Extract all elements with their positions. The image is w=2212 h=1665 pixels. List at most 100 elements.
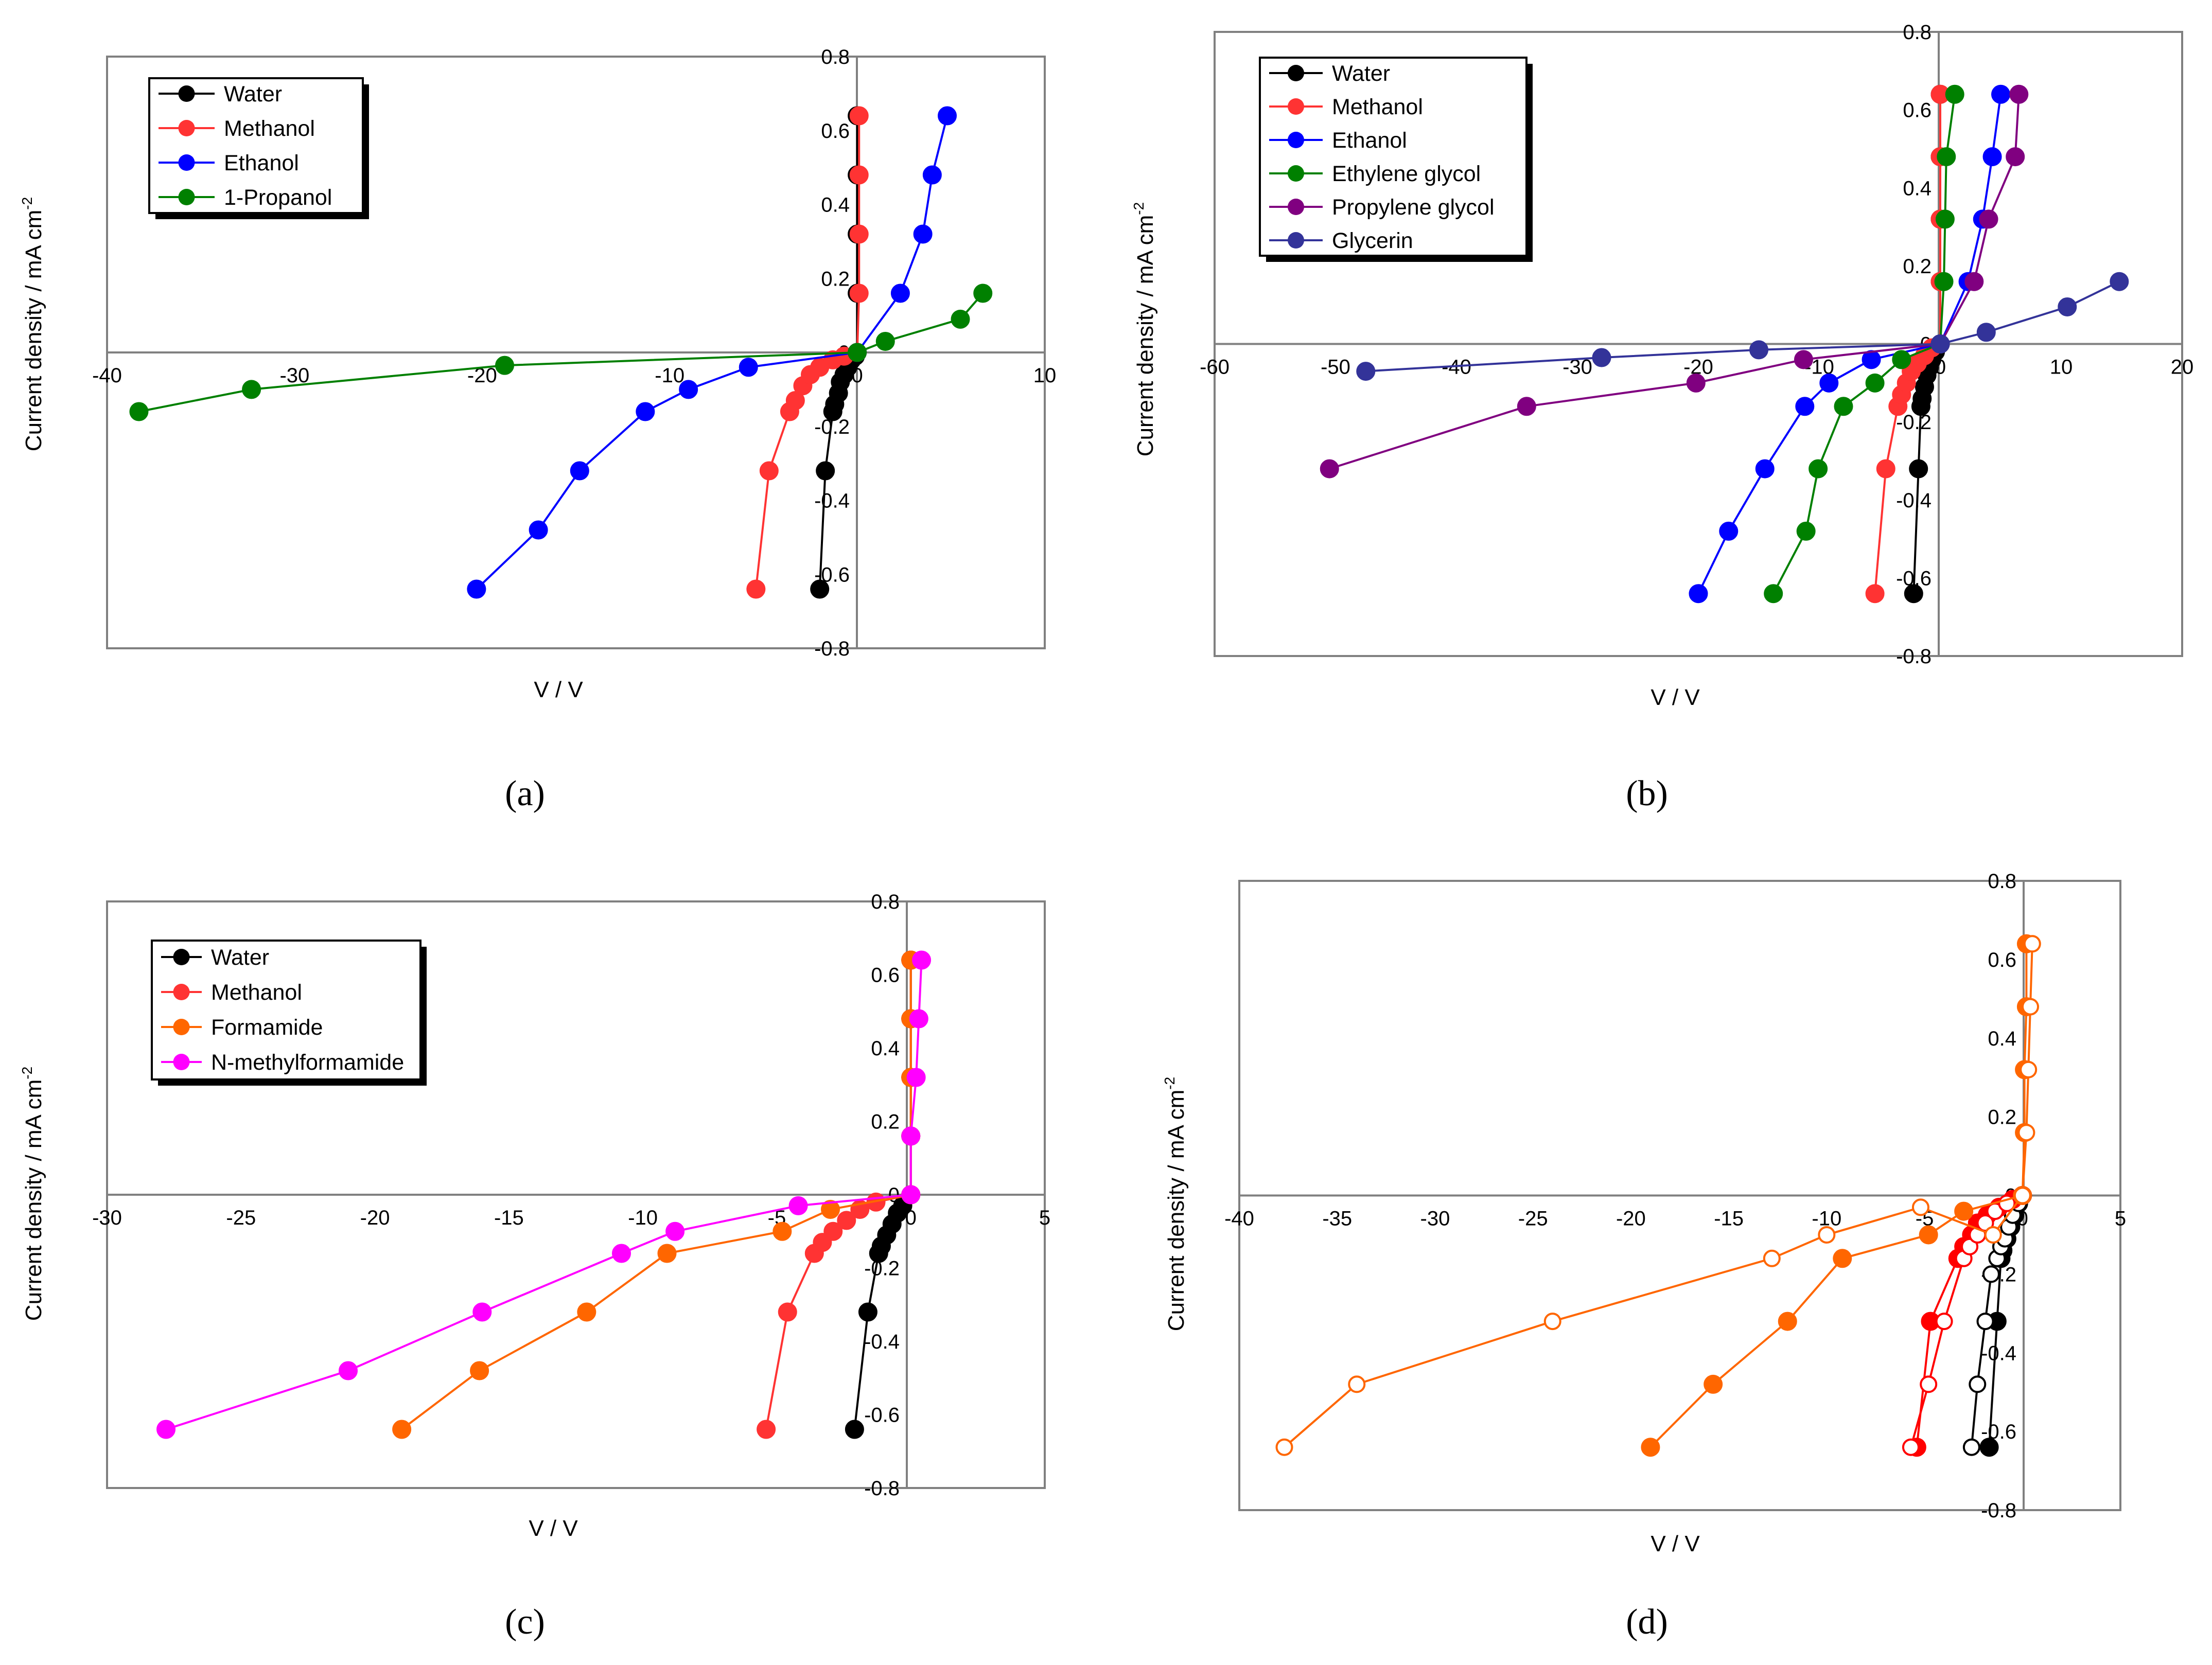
data-point (2021, 998, 2039, 1016)
x-tick-label: 10 (1033, 364, 1057, 387)
x-tick-label: -40 (92, 364, 122, 387)
y-tick-label: -0.8 (814, 637, 850, 660)
data-point (1592, 348, 1611, 367)
x-axis-label: V / V (529, 1516, 578, 1541)
data-point (1818, 1226, 1836, 1244)
legend-box (1259, 57, 1528, 257)
data-point (1796, 521, 1816, 541)
legend-swatch-marker (173, 949, 190, 965)
data-point (1892, 350, 1911, 369)
y-tick-label: 0.4 (1903, 177, 1932, 200)
legend-swatch-marker (178, 189, 195, 205)
data-point (529, 520, 548, 540)
legend-swatch-marker (1288, 232, 1304, 249)
data-point (875, 331, 895, 351)
data-point (1755, 459, 1775, 479)
data-point (951, 309, 970, 329)
data-point (922, 165, 942, 185)
data-point (1517, 397, 1536, 416)
y-tick-label: 0.8 (1988, 870, 2016, 893)
y-tick-label: -0.4 (814, 490, 850, 512)
y-tick-label: 0.6 (871, 964, 900, 987)
y-tick-label: -0.8 (864, 1477, 900, 1500)
data-point (906, 1068, 926, 1087)
data-point (1982, 1265, 2000, 1283)
data-point (1962, 1438, 1980, 1456)
x-tick-label: -10 (628, 1207, 658, 1229)
x-tick-label: -20 (360, 1207, 390, 1229)
data-point (912, 950, 932, 970)
legend: Water Methanol Ethanol 1-Propanol (148, 77, 369, 219)
x-tick-label: -30 (92, 1207, 122, 1229)
x-tick-label: -60 (1200, 356, 1230, 379)
data-point (1935, 1313, 1953, 1331)
data-point (472, 1302, 492, 1322)
x-axis-label: V / V (1651, 1531, 1700, 1556)
data-point (901, 1185, 921, 1205)
legend-label: Ethanol (1332, 128, 1407, 153)
legend-label: N-methylformamide (211, 1050, 404, 1075)
data-point (156, 1420, 176, 1439)
y-tick-label: -0.8 (1981, 1499, 2016, 1522)
legend-label: Water (224, 82, 282, 107)
data-point (2110, 272, 2129, 291)
x-tick-label: 20 (2171, 356, 2194, 379)
data-point (1689, 584, 1708, 604)
data-point (1979, 209, 1998, 229)
data-point (746, 579, 766, 599)
data-point (1909, 459, 1928, 479)
data-point (1348, 1375, 1366, 1393)
chart-panel-b: -60 -50 -40 -30 -20 -10 0 10 20-0.8-0.6-0.4-0.20… (1131, 21, 2193, 813)
data-point (1935, 209, 1955, 229)
y-tick-label: -0.4 (1981, 1342, 2016, 1365)
data-point (810, 579, 830, 599)
data-point (849, 165, 869, 185)
y-tick-label: -0.4 (1896, 489, 1932, 512)
data-point (1778, 1312, 1797, 1331)
y-tick-label: 0.2 (821, 268, 850, 290)
data-point (1763, 1249, 1781, 1267)
data-point (1954, 1201, 1974, 1221)
data-point (242, 380, 261, 399)
legend-label: Methanol (211, 980, 302, 1005)
panel-caption: (a) (505, 774, 545, 813)
data-point (1275, 1438, 1293, 1456)
legend-swatch-marker (178, 120, 195, 136)
data-point (1969, 1375, 1987, 1393)
data-point (1982, 147, 2002, 167)
data-point (773, 1221, 792, 1241)
y-tick-label: 0.6 (821, 120, 850, 143)
data-point (1833, 1249, 1852, 1268)
legend-label: Glycerin (1332, 228, 1413, 253)
data-point (470, 1361, 489, 1380)
data-point (845, 1420, 864, 1439)
x-tick-label: -40 (1224, 1208, 1254, 1230)
data-point (1964, 272, 1984, 291)
y-tick-label: 0.2 (871, 1111, 900, 1133)
data-point (2020, 1060, 2038, 1078)
panel-caption: (c) (505, 1602, 545, 1642)
legend-label: Ethylene glycol (1332, 162, 1481, 186)
data-point (1686, 373, 1706, 393)
x-tick-label: -30 (279, 364, 309, 387)
legend-swatch-marker (173, 984, 190, 1000)
data-point (665, 1221, 685, 1241)
legend-box (151, 940, 422, 1081)
legend-swatch-marker (173, 1054, 190, 1070)
data-point (901, 1126, 921, 1146)
data-point (2006, 147, 2025, 167)
legend-swatch-marker (1288, 98, 1304, 115)
data-point (1984, 1226, 2002, 1244)
data-point (339, 1361, 358, 1380)
chart-panel-c: -30 -25 -20 -15 -10 -5 0 5-0.8-0.6-0.4-0.200.20… (19, 891, 1050, 1642)
data-point (849, 284, 869, 303)
data-point (909, 1009, 928, 1029)
data-point (2023, 935, 2041, 953)
data-point (821, 1200, 840, 1219)
data-point (1764, 584, 1783, 604)
data-point (495, 356, 515, 375)
legend-label: Water (211, 945, 269, 970)
data-point (577, 1302, 596, 1322)
data-point (1976, 323, 1996, 342)
